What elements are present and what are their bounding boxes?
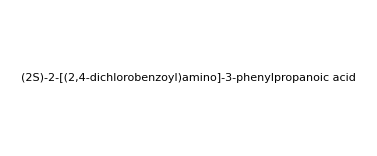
- Text: (2S)-2-[(2,4-dichlorobenzoyl)amino]-3-phenylpropanoic acid: (2S)-2-[(2,4-dichlorobenzoyl)amino]-3-ph…: [21, 73, 356, 83]
